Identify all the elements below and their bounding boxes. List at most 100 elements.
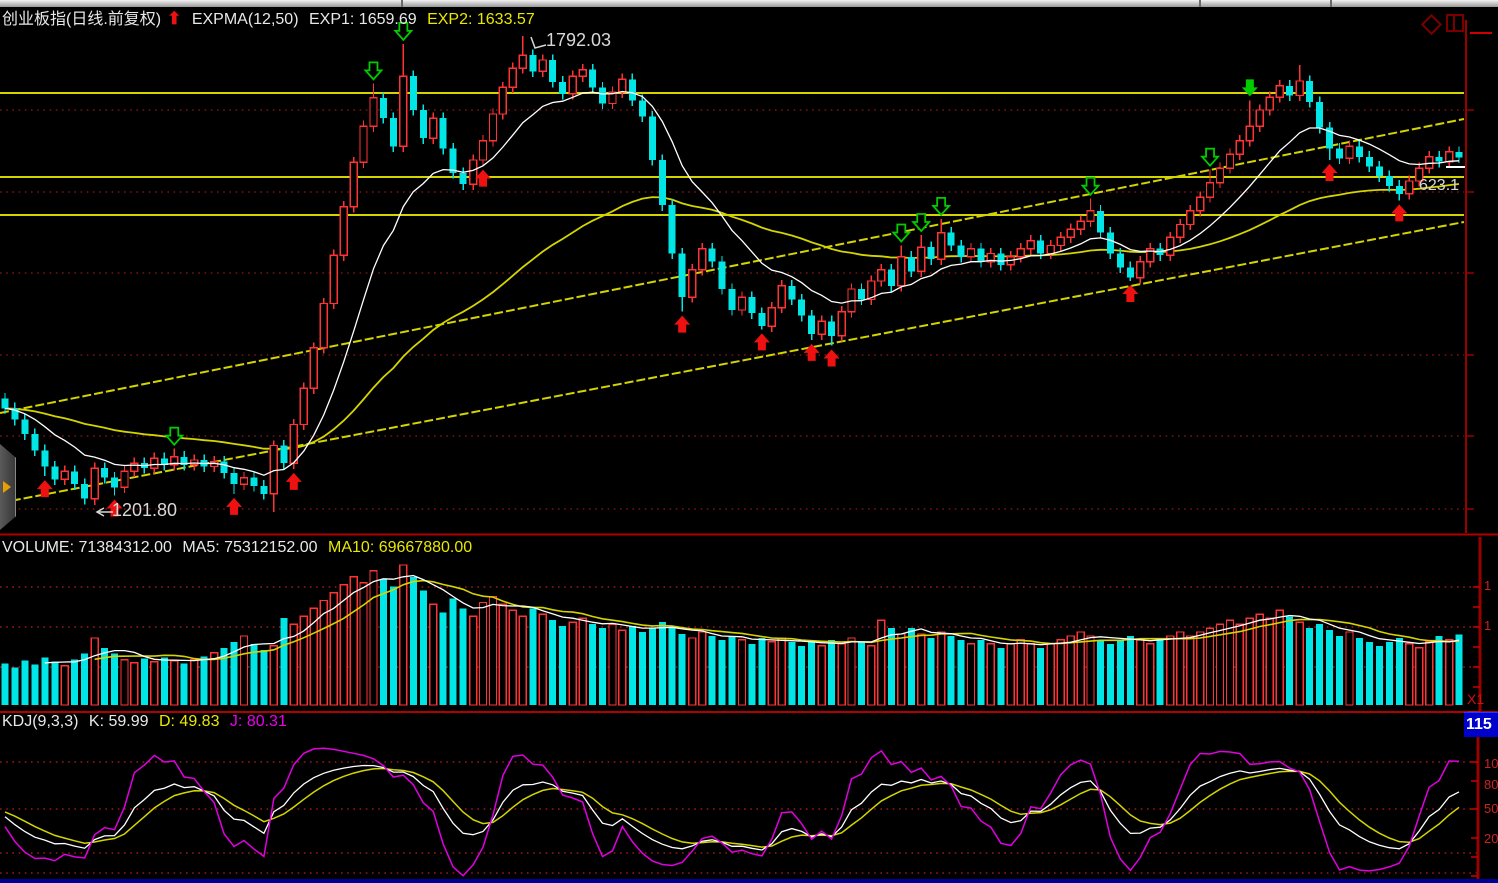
candle-body	[798, 299, 806, 316]
buy-arrow-icon	[674, 315, 691, 333]
volume-bar	[449, 598, 457, 705]
kdj-name[interactable]: KDJ(9,3,3)	[2, 713, 79, 730]
volume-bar	[220, 647, 228, 705]
candle-body	[808, 315, 816, 335]
volume-bar	[11, 667, 19, 705]
volume-bar	[638, 632, 646, 705]
volume-bar	[697, 631, 707, 706]
candle-body	[1106, 232, 1114, 254]
kdj-axis-label: 100	[1484, 756, 1498, 771]
candle-body	[788, 285, 796, 300]
kdj-k-line	[4, 764, 1460, 851]
candle-body	[1146, 248, 1155, 263]
volume-bar	[140, 658, 148, 705]
expand-right-icon	[3, 481, 11, 493]
volume-bar	[1225, 619, 1235, 706]
candle-body	[21, 419, 29, 435]
volume-bar	[737, 639, 747, 706]
candle-body	[549, 60, 557, 82]
volume-bar	[1235, 623, 1245, 706]
candle-body	[737, 296, 747, 311]
candle-body	[1205, 181, 1215, 198]
candle-body	[1395, 185, 1403, 194]
candle-body	[1215, 167, 1225, 184]
volume-bar	[828, 639, 836, 705]
candle-body	[1265, 96, 1274, 111]
candle-body	[917, 246, 926, 272]
candle-body	[867, 280, 876, 301]
volume-bars	[1, 564, 1463, 706]
split-panes-icon[interactable]	[1446, 14, 1464, 32]
volume-bar	[1056, 639, 1065, 706]
volume-bar	[1375, 645, 1383, 705]
candle-body	[1405, 180, 1414, 195]
volume-bar	[678, 634, 686, 705]
volume-bar	[160, 657, 168, 705]
volume-bar	[309, 607, 318, 706]
candle-body	[936, 231, 946, 260]
candle-body	[150, 457, 159, 469]
window-bottom-border	[0, 879, 1498, 883]
volume-bar	[1345, 631, 1354, 706]
candle-body	[409, 76, 417, 110]
volume-bar	[1195, 631, 1205, 706]
candle-body	[568, 75, 577, 95]
volume-bar	[71, 659, 79, 705]
splitter-notch[interactable]	[401, 0, 403, 7]
collapsed-panel-handle[interactable]	[0, 444, 16, 530]
volume-bar	[529, 608, 537, 705]
candle-body	[538, 59, 547, 72]
candle-body	[997, 253, 1005, 265]
candle-body	[957, 245, 965, 257]
candle-body	[559, 81, 567, 94]
volume-value[interactable]: VOLUME: 71384312.00	[2, 539, 172, 556]
candle-body	[1046, 244, 1055, 255]
volume-bar	[488, 595, 498, 706]
candle-body	[718, 261, 726, 290]
volume-bar	[1205, 627, 1215, 706]
volume-bar	[559, 626, 567, 705]
volume-bar	[907, 628, 915, 705]
volume-bar	[1326, 630, 1334, 705]
volume-bar	[549, 620, 557, 705]
candle-body	[1316, 101, 1324, 128]
candle-body	[1424, 156, 1434, 169]
volume-bar	[319, 599, 328, 706]
volume-bar	[478, 601, 488, 706]
splitter-notch[interactable]	[1199, 0, 1201, 7]
volume-bar	[927, 637, 935, 705]
candle-body	[1037, 240, 1045, 254]
volume-bar	[81, 653, 89, 705]
candle-body	[130, 462, 139, 472]
volume-bar	[957, 639, 965, 705]
candle-body	[947, 232, 955, 246]
volume-bar	[808, 641, 816, 705]
kdj-d-line	[4, 767, 1460, 848]
volume-bar	[997, 647, 1005, 705]
candle-body	[578, 68, 587, 77]
volume-bar	[409, 576, 417, 705]
buy-arrow-icon	[823, 349, 840, 367]
candle-body	[239, 477, 249, 485]
volume-bar	[250, 643, 258, 705]
volume-bar	[260, 649, 268, 705]
buy-arrow-icon	[803, 343, 820, 361]
volume-bar	[936, 631, 946, 706]
expma-label[interactable]: EXPMA(12,50)	[191, 11, 299, 28]
candle-body	[966, 248, 976, 258]
sell-arrow-icon	[393, 21, 414, 42]
volume-bar	[1444, 639, 1454, 706]
candle-body	[488, 113, 498, 142]
candle-body	[1026, 239, 1035, 250]
splitter-notch[interactable]	[1330, 0, 1332, 7]
candle-body	[1455, 151, 1463, 158]
candle-body	[1336, 148, 1344, 159]
volume-bar	[578, 617, 587, 706]
volume-bar	[728, 635, 736, 705]
candle-body	[857, 289, 865, 300]
volume-bar	[508, 609, 518, 706]
candle-body	[160, 458, 168, 465]
volume-bar	[329, 591, 338, 706]
volume-bar	[349, 576, 358, 706]
